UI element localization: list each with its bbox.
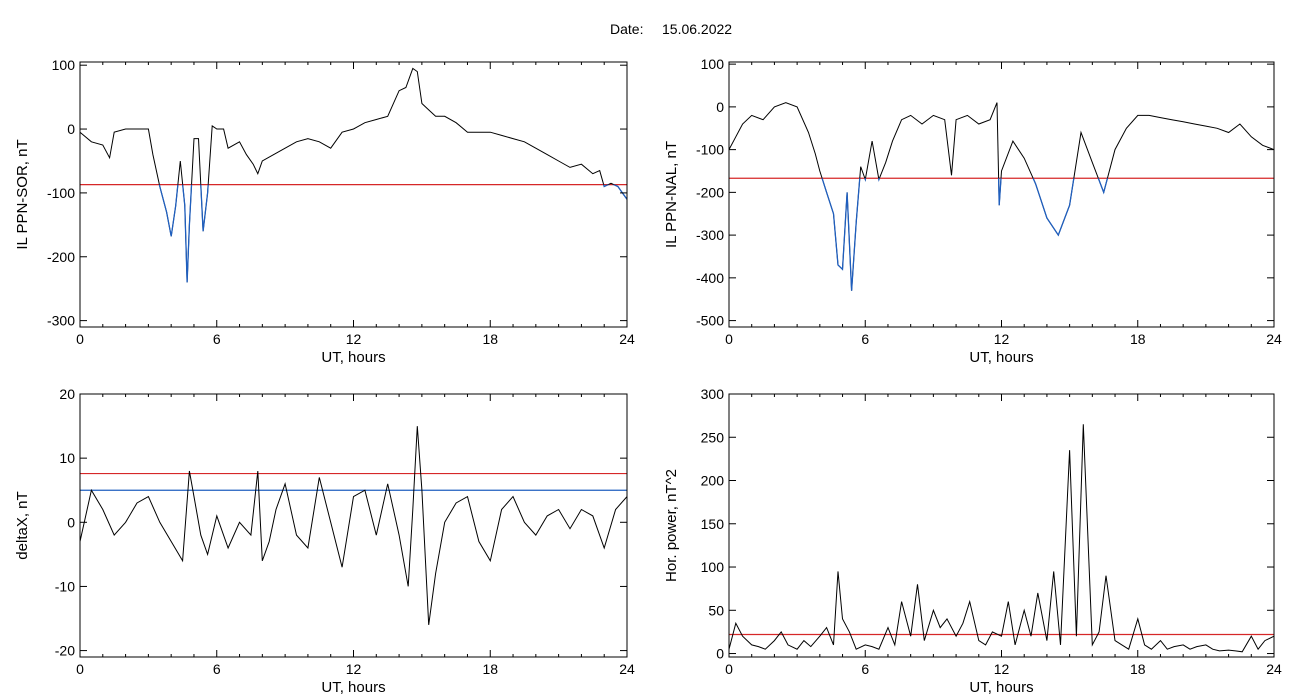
x-tick-label: 0 (725, 331, 733, 347)
y-axis-label: IL PPN-NAL, nT (663, 141, 680, 248)
x-tick-label: 6 (861, 331, 869, 347)
date-value: 15.06.2022 (662, 21, 732, 37)
y-tick-label: 250 (701, 429, 725, 445)
x-tick-label: 12 (346, 331, 362, 347)
x-axis-label: UT, hours (321, 349, 385, 366)
y-tick-label: 100 (701, 559, 725, 575)
x-tick-label: 12 (994, 331, 1010, 347)
y-tick-label: -100 (47, 185, 75, 201)
y-tick-label: 100 (701, 56, 725, 72)
panel-il-ppn-nal: 0 6 12 18 24 100 0 -100 -200 -300 -400 -500 UT, hour… (663, 56, 1282, 366)
series-line (80, 426, 627, 625)
x-axis-label: UT, hours (969, 349, 1033, 366)
series-line (729, 102, 1274, 291)
y-tick-label: 0 (716, 646, 724, 662)
x-tick-label: 18 (482, 661, 498, 677)
date-label: Date: (610, 21, 643, 37)
y-tick-label: -200 (696, 184, 724, 200)
x-tick-label: 6 (213, 661, 221, 677)
y-tick-label: 0 (716, 99, 724, 115)
x-tick-label: 0 (76, 331, 84, 347)
y-tick-label: -300 (47, 313, 75, 329)
y-tick-label: 150 (701, 516, 725, 532)
y-tick-label: 200 (701, 473, 725, 489)
x-axis-label: UT, hours (969, 679, 1033, 696)
x-tick-label: 6 (213, 331, 221, 347)
panel-il-ppn-sor: 0 6 12 18 24 100 0 -100 -200 -300 UT, hours IL PPN-… (14, 57, 635, 366)
x-tick-label: 12 (346, 661, 362, 677)
x-tick-label: 24 (1266, 331, 1282, 347)
y-tick-label: 10 (59, 450, 75, 466)
x-tick-label: 6 (861, 661, 869, 677)
y-tick-label: -500 (696, 313, 724, 329)
plot-frame (728, 61, 1275, 328)
y-tick-label: -100 (696, 142, 724, 158)
y-tick-label: 0 (67, 121, 75, 137)
series-line-below-threshold (821, 178, 1109, 291)
x-tick-label: 18 (482, 331, 498, 347)
y-tick-label: 50 (708, 602, 724, 618)
y-tick-label: -20 (55, 643, 75, 659)
panel-hor-power: 0 6 12 18 24 300 250 200 150 100 50 0 UT, hours Hor. … (663, 386, 1282, 696)
x-tick-label: 24 (619, 661, 635, 677)
series-line-below-threshold (158, 184, 627, 283)
x-tick-label: 0 (725, 661, 733, 677)
x-tick-label: 12 (994, 661, 1010, 677)
y-axis-label: IL PPN-SOR, nT (14, 139, 31, 249)
y-tick-label: -200 (47, 249, 75, 265)
y-tick-label: 0 (67, 514, 75, 530)
y-tick-label: -400 (696, 270, 724, 286)
y-tick-label: -300 (696, 227, 724, 243)
panel-deltax: 0 6 12 18 24 20 10 0 -10 -20 UT, hours deltaX, nT (14, 386, 635, 696)
x-tick-label: 18 (1130, 661, 1146, 677)
y-tick-label: 100 (52, 57, 76, 73)
x-tick-label: 24 (1266, 661, 1282, 677)
y-tick-label: 20 (59, 386, 75, 402)
x-tick-label: 0 (76, 661, 84, 677)
y-axis-label: deltaX, nT (14, 491, 31, 559)
x-axis-label: UT, hours (321, 679, 385, 696)
series-line (729, 424, 1274, 653)
y-axis-label: Hor. power, nT^2 (663, 469, 680, 582)
y-tick-label: -10 (55, 578, 75, 594)
plot-frame (728, 393, 1275, 658)
series-line (80, 67, 627, 283)
x-tick-label: 18 (1130, 331, 1146, 347)
y-tick-label: 300 (701, 386, 725, 402)
x-tick-label: 24 (619, 331, 635, 347)
